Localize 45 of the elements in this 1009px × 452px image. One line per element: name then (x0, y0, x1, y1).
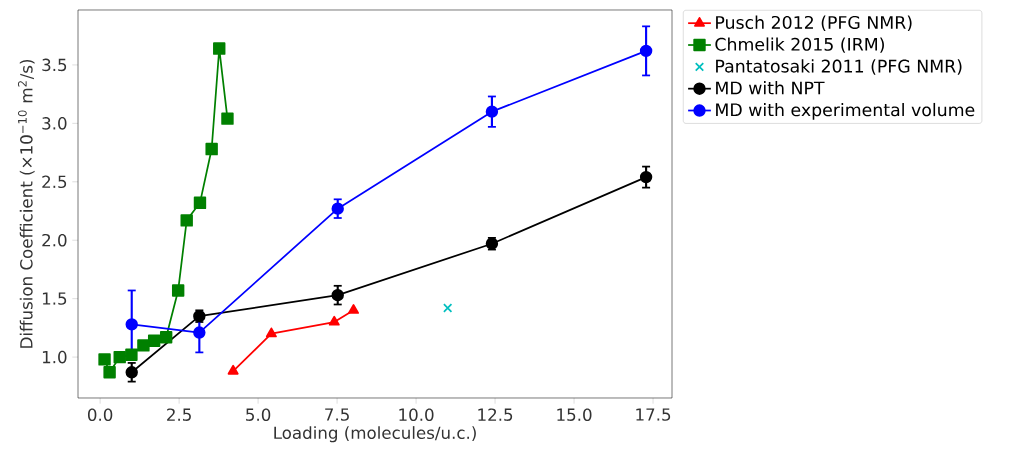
x-tick-label: 17.5 (636, 408, 671, 421)
y-tick-label: 3.5 (42, 58, 67, 72)
y-tick-label: 2.0 (42, 233, 67, 247)
point (227, 364, 239, 375)
point (193, 196, 207, 210)
x-tick-label: 5.0 (246, 408, 271, 421)
point (348, 304, 360, 314)
point (159, 331, 173, 344)
point (221, 112, 234, 125)
y-tick-label: 2.5 (42, 175, 67, 189)
point (331, 288, 344, 302)
x-tick-label: 15.0 (557, 408, 592, 421)
point (98, 353, 111, 366)
point (443, 303, 453, 313)
x-tick-label: 7.5 (325, 408, 349, 421)
point (103, 366, 116, 379)
legend-label: MD with experimental volume (716, 102, 975, 120)
legend-label: Pantatosaki 2011 (PFG NMR) (716, 59, 962, 75)
y-tick-label: 1.0 (42, 350, 67, 364)
point (193, 326, 206, 339)
point (171, 284, 185, 297)
point (485, 105, 499, 118)
x-tick-label: 12.5 (478, 408, 513, 421)
point (180, 214, 193, 227)
point (125, 348, 138, 361)
x-axis-title: Loading (molecules/u.c.) (274, 426, 476, 443)
x-tick-label: 10.0 (399, 408, 434, 421)
point (328, 315, 340, 326)
point (125, 318, 138, 331)
point (639, 170, 653, 184)
x-tick-label: 2.5 (167, 408, 191, 421)
x-tick-label: 0.0 (87, 408, 113, 421)
point (147, 334, 161, 347)
point (265, 327, 277, 338)
y-tick-label: 1.5 (42, 292, 67, 305)
point (137, 339, 150, 352)
point (213, 42, 226, 55)
legend-label: Chmelik 2015 (IRM) (715, 37, 884, 53)
point (639, 44, 653, 58)
y-tick-label: 3.0 (42, 117, 67, 130)
legend-label: Pusch 2012 (PFG NMR) (716, 15, 912, 32)
legend-label: MD with NPT (716, 81, 825, 95)
point (205, 142, 218, 156)
point (331, 202, 344, 215)
y-axis-title: Diffusion Coefficient (×10$^{−10}$ m$^{2}$/s) (17, 59, 35, 348)
